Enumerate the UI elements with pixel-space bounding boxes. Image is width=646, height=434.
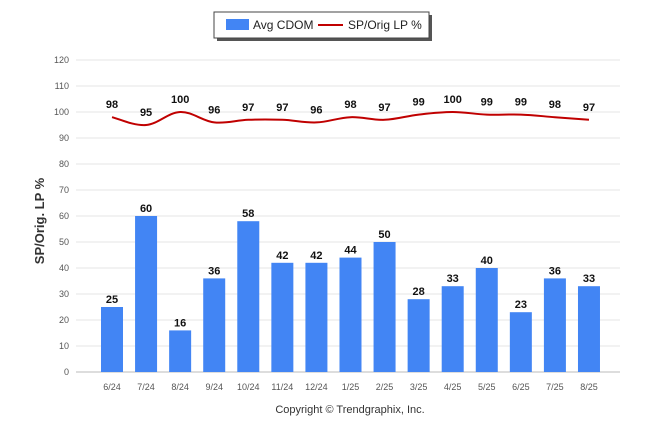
bar bbox=[237, 221, 260, 372]
x-tick-label: 7/25 bbox=[546, 382, 564, 392]
y-tick-label: 70 bbox=[59, 185, 69, 195]
y-tick-label: 80 bbox=[59, 159, 69, 169]
x-tick-label: 12/24 bbox=[305, 382, 328, 392]
bar bbox=[577, 286, 600, 372]
y-tick-label: 110 bbox=[55, 81, 69, 91]
bar bbox=[373, 242, 396, 372]
bar-value-label: 50 bbox=[378, 229, 390, 241]
line-value-label: 97 bbox=[378, 102, 390, 114]
bar-value-label: 33 bbox=[583, 273, 595, 285]
bar-series bbox=[101, 216, 600, 372]
line-value-label: 100 bbox=[444, 94, 462, 106]
x-tick-label: 6/24 bbox=[103, 382, 121, 392]
line-value-label: 98 bbox=[106, 99, 118, 111]
bar bbox=[305, 262, 328, 372]
bar-value-label: 23 bbox=[515, 299, 527, 311]
bar bbox=[169, 330, 192, 372]
line-value-label: 99 bbox=[413, 97, 425, 109]
bar bbox=[475, 268, 498, 372]
y-tick-label: 100 bbox=[54, 107, 69, 117]
x-tick-label: 3/25 bbox=[410, 382, 428, 392]
footer-copyright: Copyright © Trendgraphix, Inc. bbox=[275, 404, 424, 416]
line-value-label: 98 bbox=[549, 99, 561, 111]
line-value-label: 99 bbox=[481, 97, 493, 109]
line-value-label: 97 bbox=[242, 102, 254, 114]
line-value-label: 95 bbox=[140, 107, 152, 119]
bar bbox=[509, 312, 532, 372]
line-value-label: 97 bbox=[583, 102, 595, 114]
bar-value-label: 36 bbox=[549, 265, 561, 277]
line-series bbox=[111, 110, 590, 127]
bar bbox=[339, 257, 362, 372]
bar bbox=[101, 307, 123, 372]
y-tick-label: 60 bbox=[59, 211, 69, 221]
x-tick-label: 8/24 bbox=[171, 382, 189, 392]
legend-bar-swatch bbox=[226, 19, 249, 30]
line-value-label: 97 bbox=[276, 102, 288, 114]
bar-value-label: 44 bbox=[344, 245, 357, 257]
legend-bar-label: Avg CDOM bbox=[253, 18, 313, 32]
x-tick-label: 8/25 bbox=[580, 382, 598, 392]
bar-value-label: 36 bbox=[208, 265, 220, 277]
x-tick-label: 1/25 bbox=[342, 382, 360, 392]
legend: Avg CDOM SP/Orig LP % bbox=[213, 11, 432, 41]
line-value-label: 96 bbox=[208, 104, 220, 116]
bar-value-label: 40 bbox=[481, 255, 493, 267]
bar bbox=[407, 299, 430, 372]
bar-data-labels: 25 60 16 36 58 42 42 44 50 28 33 40 23 36 33 bbox=[106, 203, 595, 329]
bar-value-label: 25 bbox=[106, 294, 118, 306]
bar-value-label: 58 bbox=[242, 208, 254, 220]
bar bbox=[441, 286, 464, 372]
bar-value-label: 28 bbox=[413, 286, 425, 298]
x-tick-label: 5/25 bbox=[478, 382, 496, 392]
legend-line-label: SP/Orig LP % bbox=[348, 18, 422, 32]
x-tick-label: 7/24 bbox=[137, 382, 155, 392]
line-value-label: 99 bbox=[515, 97, 527, 109]
bar bbox=[135, 216, 158, 372]
x-tick-label: 10/24 bbox=[237, 382, 260, 392]
y-tick-label: 90 bbox=[59, 133, 69, 143]
x-axis-ticks: 6/24 7/24 8/24 9/24 10/24 11/24 12/24 1/25 2/25 3… bbox=[103, 382, 598, 392]
x-tick-label: 2/25 bbox=[376, 382, 394, 392]
bar-value-label: 42 bbox=[310, 250, 322, 262]
line-value-label: 96 bbox=[310, 104, 322, 116]
bar bbox=[543, 278, 566, 372]
y-tick-label: 10 bbox=[59, 341, 69, 351]
bar-value-label: 60 bbox=[140, 203, 152, 215]
y-tick-label: 0 bbox=[64, 367, 69, 377]
bar-value-label: 33 bbox=[447, 273, 459, 285]
y-axis-ticks: 0 10 20 30 40 50 60 70 80 90 100 110 120 bbox=[54, 55, 69, 377]
y-tick-label: 120 bbox=[54, 55, 69, 65]
bar-value-label: 42 bbox=[276, 250, 288, 262]
y-tick-label: 50 bbox=[59, 237, 69, 247]
bar-value-label: 16 bbox=[174, 317, 186, 329]
line-value-label: 100 bbox=[171, 94, 189, 106]
y-axis-label: SP/Orig. LP % bbox=[32, 177, 47, 264]
x-tick-label: 6/25 bbox=[512, 382, 530, 392]
y-tick-label: 40 bbox=[59, 263, 69, 273]
y-tick-label: 20 bbox=[59, 315, 69, 325]
bar bbox=[203, 278, 226, 372]
line-data-labels: 98 95 100 96 97 97 96 98 97 99 100 99 99 98 97 bbox=[106, 94, 595, 119]
x-tick-label: 9/24 bbox=[205, 382, 223, 392]
bar bbox=[271, 262, 294, 372]
x-tick-label: 11/24 bbox=[271, 382, 293, 392]
y-tick-label: 30 bbox=[59, 289, 69, 299]
line-value-label: 98 bbox=[344, 99, 356, 111]
x-tick-label: 4/25 bbox=[444, 382, 462, 392]
